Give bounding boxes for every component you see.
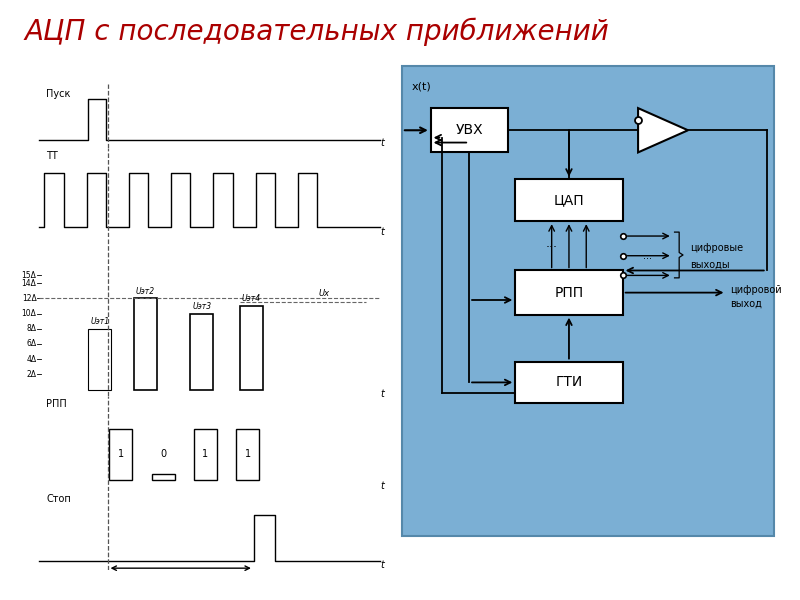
Bar <box>134 298 157 389</box>
Text: ГТИ: ГТИ <box>555 376 582 389</box>
Bar <box>430 108 507 152</box>
Text: ТТ: ТТ <box>46 151 58 161</box>
Text: x(t): x(t) <box>411 81 431 91</box>
Text: 10Δ: 10Δ <box>22 309 37 318</box>
Text: АЦП с последовательных приближений: АЦП с последовательных приближений <box>24 18 609 46</box>
Text: 14Δ: 14Δ <box>22 278 37 287</box>
Text: 4Δ: 4Δ <box>26 355 37 364</box>
Text: 15Δ: 15Δ <box>22 271 37 280</box>
Text: РПП: РПП <box>554 286 583 299</box>
Bar <box>152 474 174 480</box>
Text: Uэт4: Uэт4 <box>242 295 261 304</box>
Text: ЦАП: ЦАП <box>554 193 584 208</box>
Bar <box>515 179 622 221</box>
Bar <box>240 306 262 389</box>
Polygon shape <box>638 108 688 152</box>
Text: 1: 1 <box>118 449 124 459</box>
Text: Пуск: Пуск <box>46 89 70 99</box>
Text: 1: 1 <box>245 449 250 459</box>
Text: 6Δ: 6Δ <box>26 340 37 349</box>
Text: УВХ: УВХ <box>455 123 483 137</box>
Bar <box>515 361 622 403</box>
Text: 8Δ: 8Δ <box>26 324 37 333</box>
Text: 2Δ: 2Δ <box>26 370 37 379</box>
Text: ...: ... <box>643 251 652 261</box>
Text: t: t <box>381 481 384 491</box>
Bar <box>515 271 622 315</box>
Text: Стоп: Стоп <box>46 494 71 504</box>
Bar <box>110 428 132 480</box>
Bar <box>190 314 214 389</box>
Text: 1: 1 <box>202 449 209 459</box>
Text: 0: 0 <box>160 449 166 459</box>
Bar <box>88 329 111 389</box>
Text: цифровой: цифровой <box>730 285 782 295</box>
Text: выходы: выходы <box>690 260 730 270</box>
Text: t: t <box>381 560 384 570</box>
Text: цифровые: цифровые <box>690 242 743 253</box>
Text: t: t <box>381 389 384 399</box>
Bar <box>236 428 259 480</box>
Bar <box>194 428 217 480</box>
Text: выход: выход <box>730 298 762 308</box>
Text: Uэт3: Uэт3 <box>192 302 211 311</box>
Text: Uх: Uх <box>318 289 330 298</box>
Text: ...: ... <box>546 237 558 250</box>
Text: Uэт2: Uэт2 <box>136 287 155 296</box>
Text: Uэт1: Uэт1 <box>90 317 110 326</box>
Text: t: t <box>381 138 384 148</box>
Text: t: t <box>381 227 384 237</box>
Text: РПП: РПП <box>46 400 67 409</box>
Text: 12Δ: 12Δ <box>22 294 37 303</box>
